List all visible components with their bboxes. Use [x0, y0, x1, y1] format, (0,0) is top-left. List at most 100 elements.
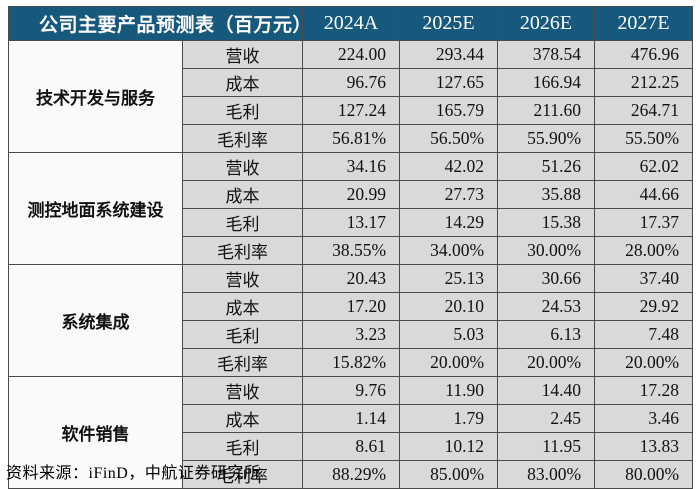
- value-cell: 13.17: [302, 208, 401, 237]
- table-row: 成本 1.14 1.79 2.45 3.46: [9, 404, 694, 433]
- category-cell-system-integration: 系统集成: [8, 264, 183, 377]
- value-cell: 378.54: [497, 40, 596, 69]
- table-row: 毛利 127.24 165.79 211.60 264.71: [9, 96, 694, 125]
- value-cell: 17.20: [302, 292, 401, 321]
- table-row: 毛利 8.61 10.12 11.95 13.83: [9, 432, 694, 461]
- value-cell: 80.00%: [594, 460, 694, 489]
- column-header-2027e: 2027E: [594, 6, 694, 41]
- value-cell: 9.76: [302, 376, 401, 405]
- metric-cell: 毛利率: [181, 460, 304, 489]
- metric-cell: 成本: [181, 292, 304, 321]
- value-cell: 224.00: [302, 40, 401, 69]
- value-cell: 293.44: [399, 40, 499, 69]
- value-cell: 15.38: [497, 208, 596, 237]
- value-cell: 88.29%: [302, 460, 401, 489]
- metric-cell: 毛利率: [181, 124, 304, 153]
- metric-cell: 营收: [181, 40, 304, 69]
- value-cell: 3.23: [302, 320, 401, 349]
- value-cell: 29.92: [594, 292, 694, 321]
- value-cell: 17.37: [594, 208, 694, 237]
- value-cell: 56.50%: [399, 124, 499, 153]
- value-cell: 476.96: [594, 40, 694, 69]
- category-cell-software-sales: 软件销售: [8, 376, 183, 489]
- table-row: 成本 96.76 127.65 166.94 212.25: [9, 68, 694, 97]
- table-row: 毛利 13.17 14.29 15.38 17.37: [9, 208, 694, 237]
- metric-cell: 成本: [181, 180, 304, 209]
- value-cell: 28.00%: [594, 236, 694, 265]
- value-cell: 38.55%: [302, 236, 401, 265]
- value-cell: 20.99: [302, 180, 401, 209]
- table-title: 公司主要产品预测表（百万元）: [7, 6, 304, 41]
- value-cell: 51.26: [497, 152, 596, 181]
- metric-cell: 营收: [181, 376, 304, 405]
- category-cell-tech-dev: 技术开发与服务: [8, 40, 183, 153]
- value-cell: 165.79: [399, 96, 499, 125]
- metric-cell: 毛利率: [181, 348, 304, 377]
- value-cell: 11.95: [497, 432, 596, 461]
- value-cell: 3.46: [594, 404, 694, 433]
- value-cell: 34.16: [302, 152, 401, 181]
- value-cell: 2.45: [497, 404, 596, 433]
- value-cell: 96.76: [302, 68, 401, 97]
- metric-cell: 营收: [181, 152, 304, 181]
- value-cell: 42.02: [399, 152, 499, 181]
- value-cell: 7.48: [594, 320, 694, 349]
- value-cell: 11.90: [399, 376, 499, 405]
- metric-cell: 成本: [181, 68, 304, 97]
- value-cell: 30.00%: [497, 236, 596, 265]
- table-row: 测控地面系统建设 营收 34.16 42.02 51.26 62.02: [8, 152, 694, 265]
- table-row: 系统集成 营收 20.43 25.13 30.66 37.40: [8, 264, 694, 377]
- metric-cell: 毛利: [181, 96, 304, 125]
- value-cell: 14.29: [399, 208, 499, 237]
- metric-cell: 毛利: [181, 432, 304, 461]
- table-row: 技术开发与服务 营收 224.00 293.44 378.54 476.96: [8, 40, 694, 153]
- table-row: 毛利率 38.55% 34.00% 30.00% 28.00%: [9, 236, 694, 265]
- value-cell: 85.00%: [399, 460, 499, 489]
- product-forecast-table: 公司主要产品预测表（百万元） 2024A 2025E 2026E 2027E 技…: [7, 6, 694, 489]
- metric-cell: 毛利: [181, 208, 304, 237]
- value-cell: 1.14: [302, 404, 401, 433]
- value-cell: 15.82%: [302, 348, 401, 377]
- column-header-2026e: 2026E: [497, 6, 596, 41]
- metric-cell: 毛利率: [181, 236, 304, 265]
- table-row: 软件销售 营收 9.76 11.90 14.40 17.28: [8, 376, 694, 489]
- value-cell: 127.65: [399, 68, 499, 97]
- value-cell: 56.81%: [302, 124, 401, 153]
- value-cell: 1.79: [399, 404, 499, 433]
- value-cell: 17.28: [594, 376, 694, 405]
- value-cell: 212.25: [594, 68, 694, 97]
- value-cell: 62.02: [594, 152, 694, 181]
- value-cell: 35.88: [497, 180, 596, 209]
- value-cell: 14.40: [497, 376, 596, 405]
- value-cell: 55.50%: [594, 124, 694, 153]
- value-cell: 37.40: [594, 264, 694, 293]
- header-row: 公司主要产品预测表（百万元） 2024A 2025E 2026E 2027E: [7, 6, 694, 41]
- value-cell: 211.60: [497, 96, 596, 125]
- value-cell: 44.66: [594, 180, 694, 209]
- metric-cell: 成本: [181, 404, 304, 433]
- value-cell: 20.10: [399, 292, 499, 321]
- table-row: 成本 17.20 20.10 24.53 29.92: [9, 292, 694, 321]
- value-cell: 127.24: [302, 96, 401, 125]
- table-row: 毛利率 56.81% 56.50% 55.90% 55.50%: [9, 124, 694, 153]
- value-cell: 34.00%: [399, 236, 499, 265]
- value-cell: 20.00%: [594, 348, 694, 377]
- table-row: 毛利 3.23 5.03 6.13 7.48: [9, 320, 694, 349]
- value-cell: 27.73: [399, 180, 499, 209]
- column-header-2025e: 2025E: [399, 6, 499, 41]
- value-cell: 6.13: [497, 320, 596, 349]
- table-row: 成本 20.99 27.73 35.88 44.66: [9, 180, 694, 209]
- value-cell: 10.12: [399, 432, 499, 461]
- category-cell-ground-systems: 测控地面系统建设: [8, 152, 183, 265]
- value-cell: 8.61: [302, 432, 401, 461]
- value-cell: 13.83: [594, 432, 694, 461]
- value-cell: 264.71: [594, 96, 694, 125]
- table-row: 毛利率 88.29% 85.00% 83.00% 80.00%: [9, 460, 694, 489]
- metric-cell: 营收: [181, 264, 304, 293]
- value-cell: 24.53: [497, 292, 596, 321]
- value-cell: 20.43: [302, 264, 401, 293]
- value-cell: 25.13: [399, 264, 499, 293]
- value-cell: 55.90%: [497, 124, 596, 153]
- source-note: 资料来源：iFinD，中航证券研究所: [6, 465, 261, 482]
